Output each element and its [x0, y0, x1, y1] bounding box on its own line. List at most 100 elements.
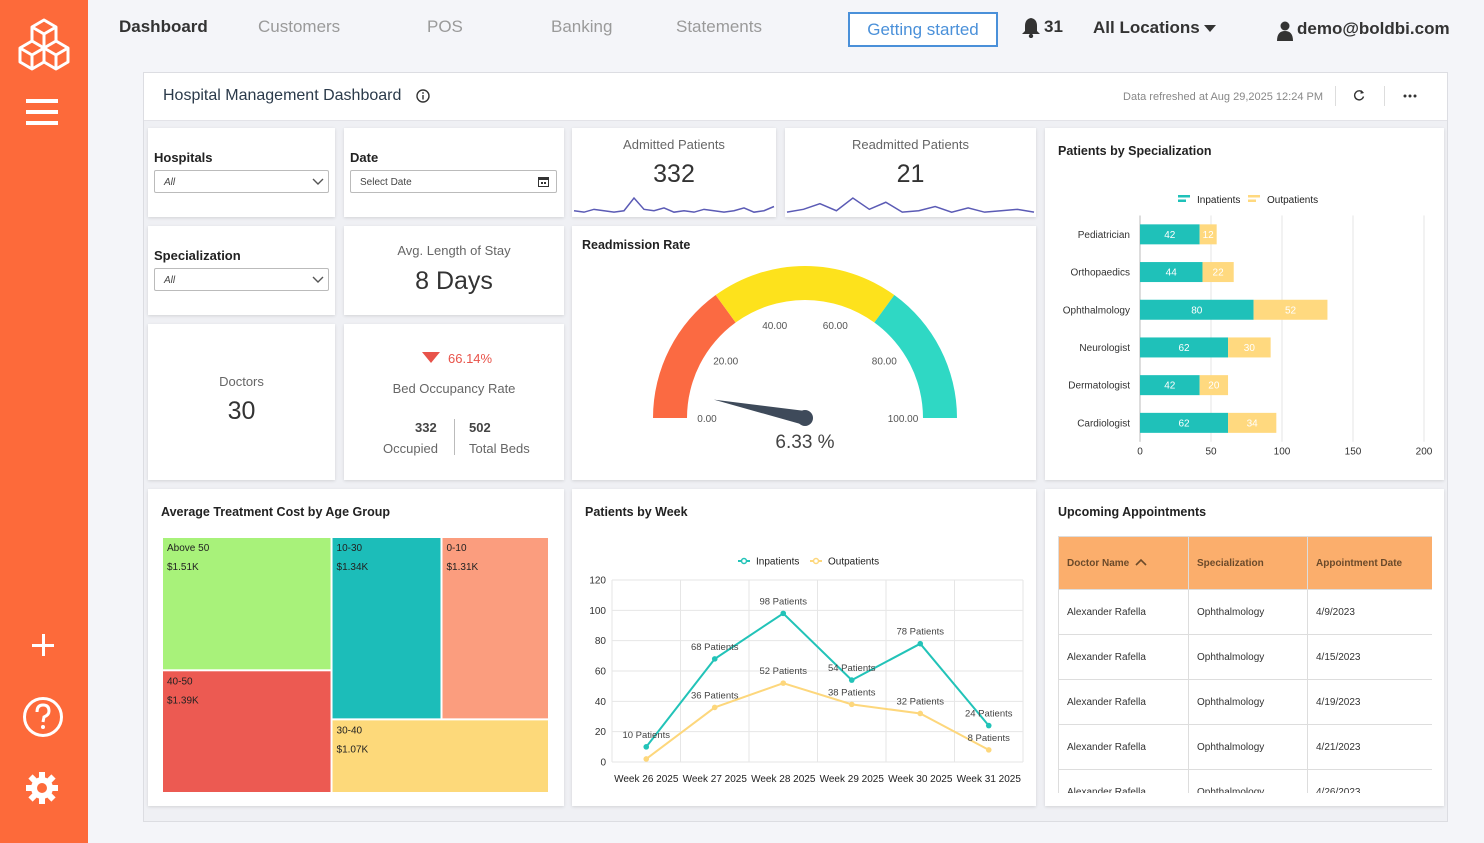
bar-label: 62	[1178, 418, 1190, 429]
cell-label: 10-30	[337, 543, 363, 554]
hospital-filter-card: Hospitals All	[148, 128, 335, 217]
chevron-icon	[312, 178, 324, 185]
series-line	[645, 682, 990, 760]
data-label: 54 Patients	[828, 663, 876, 674]
data-point	[643, 744, 650, 750]
data-point	[848, 701, 855, 708]
y-tick-label: 60	[595, 667, 607, 678]
data-point	[917, 710, 924, 717]
table-cell: 4/15/2023	[1307, 634, 1432, 680]
gauge-tick-label: 60.00	[823, 321, 848, 332]
settings-icon[interactable]	[24, 770, 60, 806]
treemap-cell	[442, 538, 548, 719]
separator	[1384, 86, 1385, 106]
legend-label: Outpatients	[828, 557, 879, 568]
date-filter-card: Date Select Date	[344, 128, 564, 217]
column-header[interactable]: Specialization	[1188, 536, 1308, 590]
hospital-dropdown[interactable]: All	[154, 170, 329, 193]
table-cell: 4/19/2023	[1307, 679, 1432, 725]
bar-label: 80	[1191, 305, 1203, 316]
legend-label: Inpatients	[1197, 195, 1240, 206]
kpi-value: 30	[227, 397, 256, 425]
x-tick-label: 100	[1274, 447, 1291, 458]
user-email[interactable]: demo@boldbi.com	[1297, 19, 1450, 38]
trend-line	[573, 196, 775, 213]
appointments-card: Upcoming Appointments Doctor Name Special…	[1045, 489, 1444, 806]
bar-label: 62	[1178, 343, 1190, 354]
logo[interactable]	[16, 16, 72, 74]
gauge-band	[653, 295, 736, 418]
calendar-icon	[538, 177, 549, 187]
data-point	[643, 756, 650, 762]
cell-label: Above 50	[167, 543, 210, 554]
kpi-label: Bed Occupancy Rate	[392, 381, 516, 396]
bar-chart: 0 50 100 150 200 Inpatients Outpatients Pediatr…	[1063, 195, 1433, 458]
treemap-cell	[163, 671, 331, 792]
bell-icon[interactable]	[1022, 17, 1040, 38]
bar-label: 44	[1166, 268, 1178, 279]
legend-label: Inpatients	[756, 557, 799, 568]
user-icon[interactable]	[1277, 21, 1293, 41]
x-tick-label: Week 30 2025	[888, 774, 953, 785]
kpi-label: Readmitted Patients	[851, 137, 970, 152]
getting-started-button[interactable]: Getting started	[848, 12, 998, 47]
bar	[1228, 337, 1271, 358]
bar-card: 0 50 100 150 200 Inpatients Outpatients Pediatr…	[1045, 128, 1444, 480]
nav-item[interactable]: Dashboard	[119, 17, 208, 36]
total-value: 502	[469, 420, 491, 435]
nav-item[interactable]: Customers	[258, 17, 341, 36]
table-cell: 4/21/2023	[1307, 724, 1432, 770]
nav-item[interactable]: Statements	[676, 17, 762, 36]
nav-item[interactable]: POS	[427, 17, 463, 36]
down-arrow	[422, 352, 440, 363]
specialization-dropdown[interactable]: All	[154, 268, 329, 291]
legend-label: Outpatients	[1267, 195, 1318, 206]
menu-icon[interactable]	[26, 97, 58, 127]
data-label: 98 Patients	[759, 596, 807, 607]
x-tick-label: 0	[1137, 447, 1143, 458]
admitted-card: Admitted Patients 332	[572, 128, 776, 217]
data-label: 32 Patients	[896, 696, 944, 707]
data-point	[711, 704, 718, 711]
data-label: 78 Patients	[896, 627, 944, 638]
kpi-value: 21	[896, 160, 925, 188]
add-icon[interactable]	[32, 634, 54, 656]
column-header[interactable]: Doctor Name	[1058, 536, 1189, 590]
y-tick-label: 100	[589, 606, 606, 617]
location-selector[interactable]: All Locations	[1093, 18, 1200, 37]
header-row: Doctor Name Specialization Appointment Dat…	[1058, 536, 1432, 590]
data-label: 24 Patients	[965, 709, 1013, 720]
data-label: 36 Patients	[691, 690, 739, 701]
bar-label: 42	[1164, 230, 1176, 241]
y-tick-label: Neurologist	[1079, 343, 1130, 354]
info-icon[interactable]	[416, 89, 430, 103]
treemap: Above 50 $1.51K 40-50 $1.39K 10-30 $1.34K 0-10…	[163, 538, 548, 792]
kpi-label: Avg. Length of Stay	[397, 243, 511, 258]
cell-value: $1.34K	[337, 562, 369, 573]
dashboard-header	[144, 73, 1447, 121]
y-tick-label: Pediatrician	[1078, 230, 1130, 241]
sort-icon[interactable]	[1135, 558, 1147, 566]
date-picker[interactable]: Select Date	[350, 170, 557, 193]
kpi-label: Admitted Patients	[623, 137, 725, 152]
occupancy-card: 66.14% Bed Occupancy Rate 332 Occupied 5…	[344, 324, 564, 480]
gauge-tick-label: 80.00	[872, 356, 897, 367]
total-label: Total Beds	[469, 441, 530, 456]
x-tick-label: Week 28 2025	[751, 774, 816, 785]
occupied-label: Occupied	[383, 441, 438, 456]
refresh-icon[interactable]	[1353, 89, 1365, 101]
kpi-value: 332	[653, 160, 695, 188]
notification-count[interactable]: 31	[1044, 17, 1063, 36]
table-cell: Alexander Rafella	[1058, 589, 1189, 635]
bar-label: 52	[1285, 305, 1297, 316]
appointments-table: Doctor Name Specialization Appointment Dat…	[1058, 536, 1432, 793]
legend-dot	[740, 557, 748, 565]
column-header[interactable]: Appointment Date	[1307, 536, 1432, 590]
legend-swatch	[1178, 199, 1186, 202]
bar	[1140, 262, 1203, 283]
help-icon[interactable]	[22, 696, 64, 738]
refresh-time: Data refreshed at Aug 29,2025 12:24 PM	[1123, 91, 1323, 103]
nav-item[interactable]: Banking	[551, 17, 613, 36]
more-icon[interactable]	[1403, 94, 1417, 98]
